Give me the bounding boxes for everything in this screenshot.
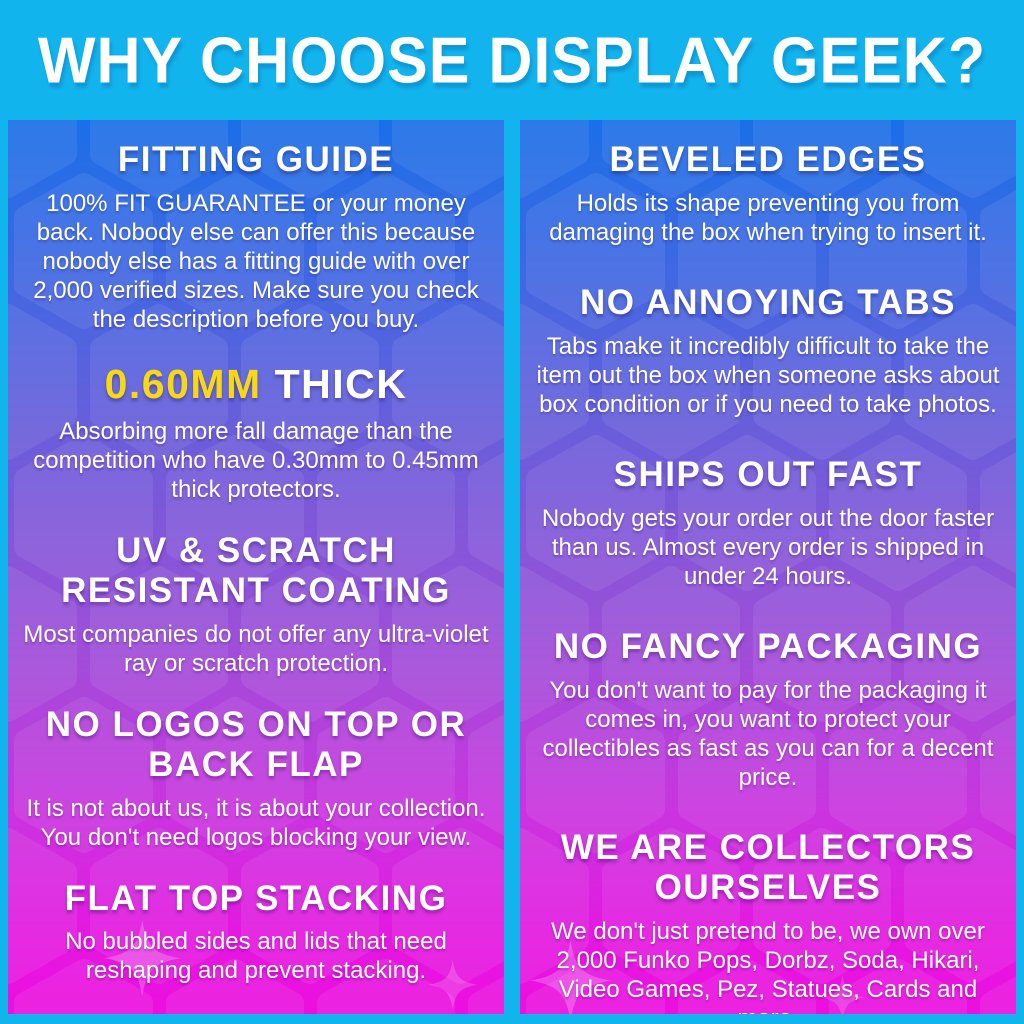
section-body: Absorbing more fall damage than the comp… [33,417,479,503]
section-body: Holds its shape preventing you from dama… [549,189,987,246]
section-body: It is not about us, it is about your col… [26,794,486,851]
right-panel: BEVELED EDGES Holds its shape preventing… [520,120,1016,1014]
feature-columns: FITTING GUIDE 100% FIT GUARANTEE or your… [0,120,1024,1014]
section-no-fancy-packaging: NO FANCY PACKAGING You don't want to pay… [530,627,1006,792]
left-panel: FITTING GUIDE 100% FIT GUARANTEE or your… [8,120,504,1014]
section-body: We don't just pretend to be, we own over… [551,917,985,1014]
section-flat-top-stacking: FLAT TOP STACKING No bubbled sides and l… [18,879,494,986]
section-no-logos: NO LOGOS ON TOP OR BACK FLAP It is not a… [18,705,494,852]
section-heading: FITTING GUIDE [117,140,395,179]
section-heading: NO LOGOS ON TOP OR BACK FLAP [45,704,467,784]
section-body: 100% FIT GUARANTEE or your money back. N… [33,189,479,334]
section-heading: BEVELED EDGES [609,140,927,179]
section-body: Tabs make it incredibly difficult to tak… [536,332,1000,418]
right-panel-content: BEVELED EDGES Holds its shape preventing… [520,120,1016,1014]
section-beveled-edges: BEVELED EDGES Holds its shape preventing… [530,140,1006,247]
section-heading: WE ARE COLLECTORS OURSELVES [560,827,976,907]
thickness-rest: THICK [261,361,408,408]
page-title: WHY CHOOSE DISPLAY GEEK? [37,23,987,97]
section-heading: FLAT TOP STACKING [64,878,448,918]
section-uv-scratch-coating: UV & SCRATCH RESISTANT COATING Most comp… [18,531,494,678]
section-fitting-guide: FITTING GUIDE 100% FIT GUARANTEE or your… [18,140,494,334]
section-heading: NO FANCY PACKAGING [553,626,983,666]
section-no-annoying-tabs: NO ANNOYING TABS Tabs make it incredibly… [530,283,1006,419]
section-heading: SHIPS OUT FAST [613,454,923,494]
section-body: You don't want to pay for the packaging … [542,676,994,791]
left-panel-content: FITTING GUIDE 100% FIT GUARANTEE or your… [8,120,504,986]
section-we-are-collectors: WE ARE COLLECTORS OURSELVES We don't jus… [530,828,1006,1014]
thickness-highlight: 0.60MM [104,361,262,408]
section-thickness: 0.60MM THICK Absorbing more fall damage … [18,361,494,504]
section-body: No bubbled sides and lids that need resh… [65,928,447,985]
section-body: Most companies do not offer any ultra-vi… [23,620,489,677]
section-ships-out-fast: SHIPS OUT FAST Nobody gets your order ou… [530,455,1006,591]
title-bar: WHY CHOOSE DISPLAY GEEK? [0,0,1024,120]
section-heading: 0.60MM THICK [18,361,494,408]
section-heading: NO ANNOYING TABS [580,282,956,322]
section-heading: UV & SCRATCH RESISTANT COATING [61,530,451,610]
section-body: Nobody gets your order out the door fast… [541,504,995,590]
